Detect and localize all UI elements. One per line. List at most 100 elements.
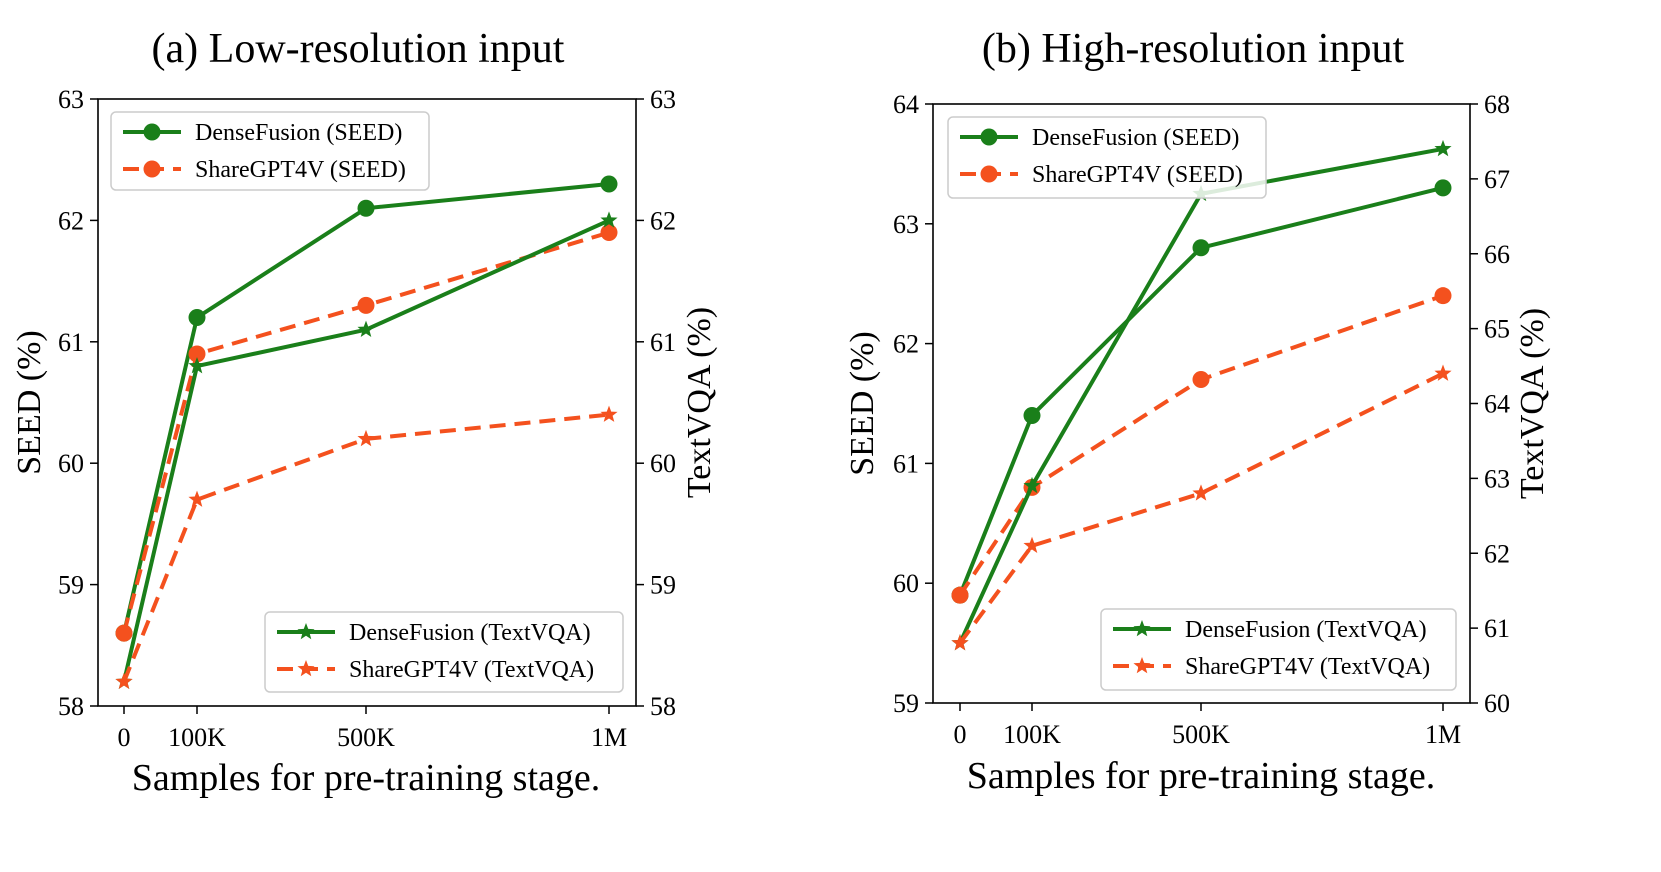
y2-tick-label: 63 xyxy=(1484,464,1510,493)
y-tick-label: 61 xyxy=(893,449,919,478)
legend-label: DenseFusion (TextVQA) xyxy=(349,620,591,646)
legend-label: DenseFusion (SEED) xyxy=(1032,125,1239,151)
x-tick-label: 500K xyxy=(337,723,395,752)
y2-tick-label: 60 xyxy=(650,449,676,478)
legend-textvqa: DenseFusion (TextVQA) ShareGPT4V (TextVQA… xyxy=(1100,608,1457,691)
y2-tick-label: 62 xyxy=(1484,539,1510,568)
y-tick-label: 61 xyxy=(58,328,84,357)
series-line-sharegpt4v-textvqa xyxy=(122,412,610,683)
legend-textvqa: DenseFusion (TextVQA) ShareGPT4V (TextVQA… xyxy=(264,611,624,693)
y-tick-label: 58 xyxy=(58,692,84,721)
legend-label: ShareGPT4V (SEED) xyxy=(1032,162,1243,188)
legend-label: DenseFusion (TextVQA) xyxy=(1185,617,1427,643)
data-point-densefusion-seed xyxy=(1434,179,1452,197)
data-point-sharegpt4v-seed xyxy=(115,624,133,642)
x-tick-label: 500K xyxy=(1172,720,1230,749)
y-tick-label: 60 xyxy=(893,569,919,598)
legend-marker xyxy=(980,165,998,183)
legend-box xyxy=(110,111,430,191)
y2-tick-label: 62 xyxy=(650,206,676,235)
y2-tick-label: 58 xyxy=(650,692,676,721)
series-line-sharegpt4v-seed xyxy=(958,293,1444,597)
x-axis-label: Samples for pre-training stage. xyxy=(132,757,601,799)
y-tick-label: 64 xyxy=(893,90,919,119)
data-point-sharegpt4v-textvqa xyxy=(188,490,206,507)
y2-tick-label: 63 xyxy=(650,85,676,114)
legend-box xyxy=(947,116,1267,199)
y-axis-label: SEED (%) xyxy=(844,331,881,475)
data-point-densefusion-textvqa xyxy=(1434,139,1452,157)
x-tick-label: 0 xyxy=(954,720,967,749)
legend-marker xyxy=(1133,657,1151,674)
data-point-densefusion-seed xyxy=(1192,239,1210,257)
y-tick-label: 63 xyxy=(893,210,919,239)
legend-marker xyxy=(143,123,161,141)
legend-seed: DenseFusion (SEED) ShareGPT4V (SEED) xyxy=(110,111,430,191)
legend-box xyxy=(264,611,624,693)
plot-frame xyxy=(97,98,637,707)
legend-label: ShareGPT4V (TextVQA) xyxy=(1185,654,1430,680)
data-point-sharegpt4v-seed xyxy=(951,586,969,604)
data-point-sharegpt4v-seed xyxy=(1434,287,1452,305)
data-point-densefusion-seed xyxy=(188,309,206,327)
data-point-sharegpt4v-seed xyxy=(1192,371,1210,389)
y2-axis-label: TextVQA (%) xyxy=(1514,308,1551,499)
chart-b: (b) High-resolution input 59 60 61 62 63 64 60 6… xyxy=(844,26,1551,797)
y-tick-label: 62 xyxy=(58,206,84,235)
legend-marker xyxy=(297,623,315,640)
data-point-sharegpt4v-textvqa xyxy=(1192,484,1210,501)
data-point-sharegpt4v-seed xyxy=(188,345,206,363)
y-tick-label: 63 xyxy=(58,85,84,114)
data-point-densefusion-textvqa xyxy=(188,357,206,374)
legend-label: ShareGPT4V (SEED) xyxy=(195,157,406,183)
y2-tick-label: 59 xyxy=(650,571,676,600)
data-point-densefusion-textvqa xyxy=(1023,476,1041,494)
y-tick-label: 59 xyxy=(893,689,919,718)
legend-marker xyxy=(980,128,998,146)
series-line-densefusion-textvqa xyxy=(122,218,610,683)
data-point-sharegpt4v-textvqa xyxy=(951,634,969,651)
data-point-sharegpt4v-textvqa xyxy=(600,405,618,422)
y2-tick-label: 66 xyxy=(1484,240,1510,269)
y-tick-label: 59 xyxy=(58,571,84,600)
y2-axis-label: TextVQA (%) xyxy=(681,307,718,498)
legend-box xyxy=(1100,608,1457,691)
y2-tick-label: 68 xyxy=(1484,90,1510,119)
y2-tick-label: 61 xyxy=(1484,614,1510,643)
x-tick-label: 1M xyxy=(591,723,627,752)
legend-marker xyxy=(1133,620,1151,637)
legend-label: ShareGPT4V (TextVQA) xyxy=(349,657,594,683)
data-point-densefusion-textvqa xyxy=(357,320,375,337)
legend-label: DenseFusion (SEED) xyxy=(195,120,402,146)
x-tick-label: 100K xyxy=(168,723,226,752)
data-point-sharegpt4v-textvqa xyxy=(357,429,375,447)
series-line-densefusion-seed xyxy=(122,181,610,634)
y2-tick-label: 65 xyxy=(1484,315,1510,344)
chart-a: (a) Low-resolution input 58 59 60 61 62 63 58 59… xyxy=(11,26,718,799)
y-tick-label: 60 xyxy=(58,449,84,478)
chart-title: (b) High-resolution input xyxy=(982,26,1405,72)
y-axis-label: SEED (%) xyxy=(11,330,48,474)
data-point-sharegpt4v-textvqa xyxy=(115,672,133,689)
data-point-sharegpt4v-textvqa xyxy=(1434,364,1452,381)
legend-marker xyxy=(297,660,315,677)
x-tick-label: 1M xyxy=(1425,720,1461,749)
data-point-densefusion-seed xyxy=(600,175,618,193)
data-point-sharegpt4v-seed xyxy=(357,296,375,314)
series-line-densefusion-seed xyxy=(958,185,1444,596)
legend-seed: DenseFusion (SEED) ShareGPT4V (SEED) xyxy=(947,116,1267,199)
chart-title: (a) Low-resolution input xyxy=(152,26,565,72)
data-point-densefusion-seed xyxy=(357,199,375,217)
series-line-sharegpt4v-seed xyxy=(122,230,610,634)
y2-tick-label: 64 xyxy=(1484,390,1510,419)
data-point-sharegpt4v-seed xyxy=(600,224,618,242)
y2-tick-label: 60 xyxy=(1484,689,1510,718)
series-line-sharegpt4v-textvqa xyxy=(958,371,1444,645)
x-axis-label: Samples for pre-training stage. xyxy=(967,755,1436,797)
data-point-sharegpt4v-textvqa xyxy=(1023,536,1041,554)
legend-marker xyxy=(143,160,161,178)
x-tick-label: 100K xyxy=(1003,720,1061,749)
y2-tick-label: 67 xyxy=(1484,165,1510,194)
data-point-densefusion-seed xyxy=(1023,406,1041,424)
